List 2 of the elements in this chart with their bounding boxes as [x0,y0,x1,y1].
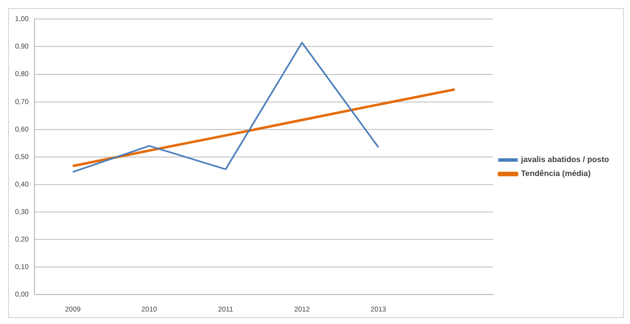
legend-label: javalis abatidos / posto [520,155,610,164]
legend-label: Tendência (média) [520,169,591,178]
